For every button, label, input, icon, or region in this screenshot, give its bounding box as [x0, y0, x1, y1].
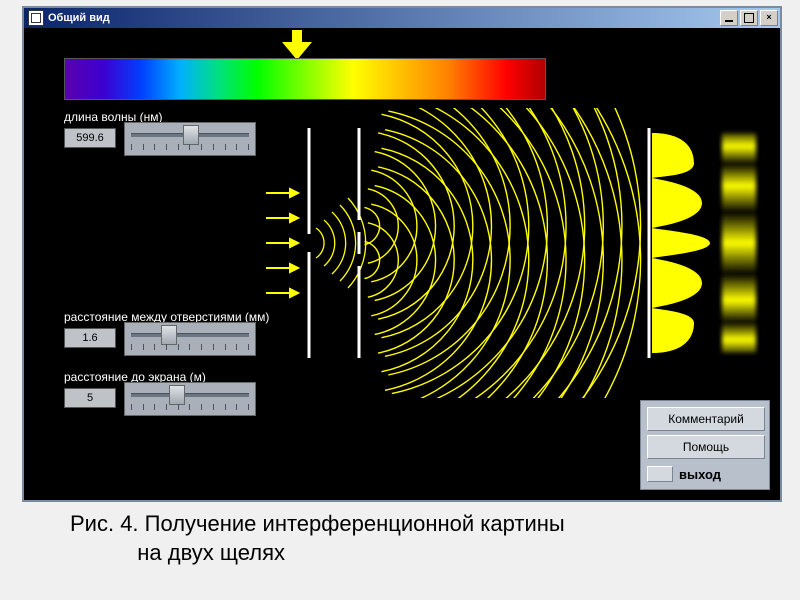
figure-caption: Рис. 4. Получение интерференционной карт…	[70, 510, 780, 567]
screen-distance-value: 5	[64, 388, 116, 408]
exit-button[interactable]: выход	[679, 467, 721, 482]
maximize-button[interactable]	[740, 10, 758, 26]
window-controls: ×	[720, 10, 778, 26]
slit-distance-slider[interactable]	[124, 322, 256, 356]
app-window: Общий вид × длина волны (нм) 599.6	[22, 6, 782, 502]
comment-button[interactable]: Комментарий	[647, 407, 765, 431]
intensity-envelope	[652, 133, 710, 353]
button-panel: Комментарий Помощь выход	[640, 400, 770, 490]
diffraction-diagram	[254, 108, 764, 398]
main-canvas: длина волны (нм) 599.6 расстояние между …	[24, 28, 780, 500]
slit-distance-slider-thumb[interactable]	[161, 325, 177, 345]
spectrum-bar[interactable]	[64, 58, 546, 100]
close-button[interactable]: ×	[760, 10, 778, 26]
double-slit-waves	[364, 108, 640, 398]
app-icon	[28, 10, 44, 26]
help-button[interactable]: Помощь	[647, 435, 765, 459]
wavelength-value: 599.6	[64, 128, 116, 148]
minimize-button[interactable]	[720, 10, 738, 26]
wavelength-slider-thumb[interactable]	[183, 125, 199, 145]
slit-distance-value: 1.6	[64, 328, 116, 348]
wavelength-slider[interactable]	[124, 122, 256, 156]
fringe-pattern	[722, 133, 756, 353]
caption-line1: Рис. 4. Получение интерференционной карт…	[70, 511, 565, 536]
incident-wave-arrows	[266, 189, 298, 297]
exit-indicator	[647, 466, 673, 482]
window-title: Общий вид	[48, 12, 110, 24]
screen-distance-slider[interactable]	[124, 382, 256, 416]
screen-distance-slider-thumb[interactable]	[169, 385, 185, 405]
caption-line2: на двух щелях	[137, 540, 285, 565]
titlebar: Общий вид ×	[24, 8, 780, 28]
